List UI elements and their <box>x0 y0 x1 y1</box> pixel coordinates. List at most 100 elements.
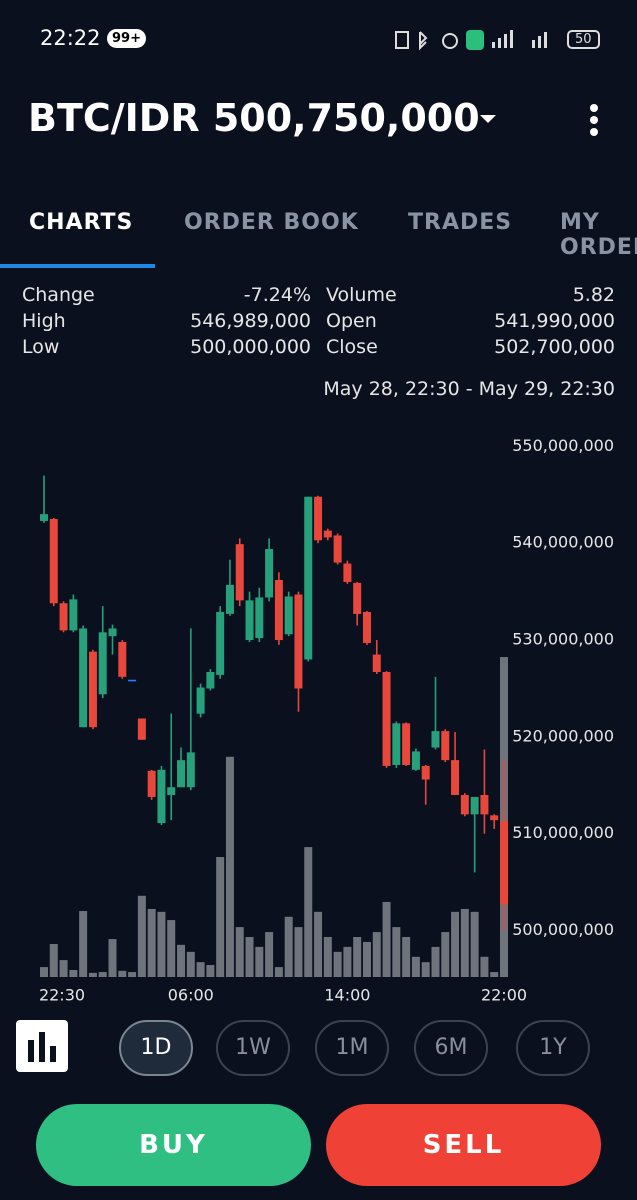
volume-bar <box>470 911 479 977</box>
menu-button[interactable] <box>584 102 604 138</box>
candle-body <box>500 821 508 905</box>
candle-body <box>88 651 97 728</box>
volume-bar <box>314 911 323 977</box>
date-range: May 28, 22:30 - May 29, 22:30 <box>323 378 615 400</box>
period-button[interactable]: 1D <box>119 1020 193 1076</box>
candle-body <box>333 535 342 563</box>
battery: 50 <box>567 30 600 49</box>
pair-title[interactable]: BTC/IDR 500,750,000 <box>28 96 480 140</box>
period-button[interactable]: 1W <box>216 1020 290 1076</box>
volume-bar <box>284 916 293 977</box>
x-tick-label: 22:30 <box>39 986 85 1005</box>
candle-body <box>274 580 283 641</box>
status-icons <box>395 30 547 51</box>
volume-bar <box>304 847 313 977</box>
period-button[interactable]: 1Y <box>516 1020 590 1076</box>
volume-bar <box>69 969 78 977</box>
notification-badge: 99+ <box>107 29 146 48</box>
sell-button[interactable]: SELL <box>326 1104 601 1186</box>
candle-body <box>255 597 264 639</box>
x-tick-label: 06:00 <box>168 986 214 1005</box>
candle-body <box>421 765 430 780</box>
volume-bar <box>421 962 430 977</box>
volume-bar <box>480 956 489 977</box>
volume-bar <box>147 908 156 977</box>
candle-body <box>470 796 479 815</box>
volume-bar <box>216 857 225 977</box>
volume-bar <box>235 927 244 977</box>
volume-bar <box>186 951 195 977</box>
volume-bar <box>451 911 460 977</box>
tab[interactable]: TRADES <box>408 210 513 235</box>
candle-body <box>196 687 205 714</box>
volume-bar <box>137 895 146 977</box>
candle-body <box>40 514 48 521</box>
volume-bar <box>128 972 137 977</box>
candle-body <box>206 672 215 689</box>
volume-bar <box>157 911 166 977</box>
stat-label: Volume <box>326 284 397 306</box>
stat-value: 541,990,000 <box>494 310 615 332</box>
period-button[interactable]: 6M <box>414 1020 488 1076</box>
candle-body <box>98 632 107 695</box>
volume-bar <box>79 911 88 977</box>
volume-bar <box>118 970 127 977</box>
candle-body <box>451 760 460 795</box>
period-button[interactable]: 1M <box>315 1020 389 1076</box>
candle-body <box>431 731 440 748</box>
volume-bar <box>274 967 283 977</box>
y-tick-label: 510,000,000 <box>512 823 614 842</box>
candle-body <box>353 582 362 614</box>
candle-body <box>304 496 313 660</box>
stat-label: Change <box>22 284 95 306</box>
volume-bar <box>294 927 303 977</box>
candle-body <box>137 718 146 740</box>
candle-body <box>177 760 186 788</box>
y-tick-label: 550,000,000 <box>512 436 614 455</box>
stat-value: 500,000,000 <box>190 336 311 358</box>
candle-body <box>59 603 68 631</box>
candle-body <box>157 769 166 824</box>
candle-body <box>372 654 381 673</box>
candle-body <box>411 751 420 770</box>
stat-value: 502,700,000 <box>494 336 615 358</box>
candle-body <box>128 679 137 682</box>
volume-bar <box>49 944 58 977</box>
candle-body <box>294 594 303 689</box>
candle-body <box>284 596 293 635</box>
candle-body <box>314 496 323 541</box>
volume-bar <box>333 951 342 977</box>
y-tick-label: 540,000,000 <box>512 533 614 552</box>
indicator-toggle[interactable] <box>16 1020 68 1072</box>
volume-bar <box>177 944 186 977</box>
volume-bar <box>343 946 352 977</box>
volume-bar <box>441 932 450 977</box>
candle-body <box>392 723 401 765</box>
volume-bar <box>402 937 411 977</box>
volume-bar <box>98 972 107 977</box>
volume-bar <box>323 937 332 977</box>
candle-body <box>323 530 332 538</box>
y-tick-label: 520,000,000 <box>512 726 614 745</box>
y-tick-label: 530,000,000 <box>512 630 614 649</box>
volume-bar <box>265 932 274 977</box>
stat-label: Close <box>326 336 378 358</box>
candle-body <box>235 544 244 601</box>
buy-button[interactable]: BUY <box>36 1104 311 1186</box>
volume-bar <box>353 937 362 977</box>
candle-body <box>441 731 450 761</box>
volume-bar <box>225 756 234 977</box>
volume-bar <box>245 937 254 977</box>
stat-label: Low <box>22 336 60 358</box>
volume-bar <box>382 901 391 977</box>
volume-bar <box>431 946 440 977</box>
candle-body <box>108 628 117 637</box>
tab[interactable]: ORDER BOOK <box>184 210 359 235</box>
dropdown-caret[interactable] <box>478 112 498 126</box>
x-tick-label: 22:00 <box>481 986 527 1005</box>
volume-bar <box>372 932 381 977</box>
tab[interactable]: MY ORDERS <box>560 210 637 260</box>
stat-value: 546,989,000 <box>190 310 311 332</box>
tab[interactable]: CHARTS <box>29 210 134 235</box>
